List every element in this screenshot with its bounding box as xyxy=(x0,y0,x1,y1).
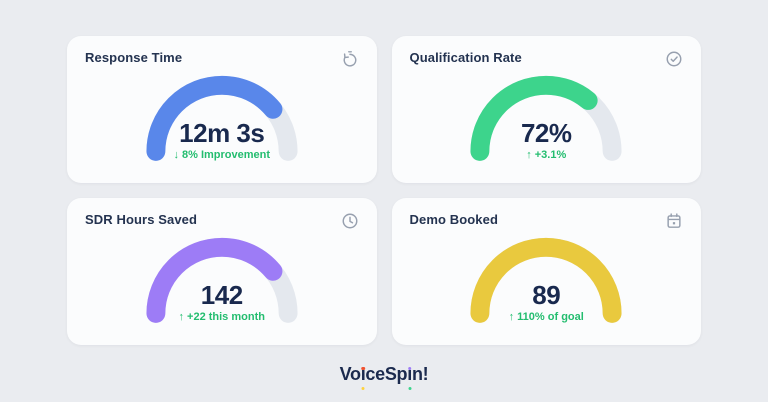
card-title: Demo Booked xyxy=(409,212,499,227)
card-demo-booked: Demo Booked 89 ↑ 110% of goal xyxy=(391,198,701,345)
clock-icon xyxy=(341,212,359,230)
card-header: SDR Hours Saved xyxy=(85,212,359,230)
card-title: Response Time xyxy=(85,50,183,65)
card-qualification-rate: Qualification Rate 72% ↑ +3.1% xyxy=(391,36,701,183)
logo-i-first: ı xyxy=(360,364,366,390)
gauge-sdr-hours-saved: 142 ↑ +22 this month xyxy=(137,230,307,325)
card-sdr-hours-saved: SDR Hours Saved 142 ↑ +22 this month xyxy=(67,198,377,345)
logo-text-part: n! xyxy=(411,364,429,384)
gauge-demo-booked: 89 ↑ 110% of goal xyxy=(461,230,631,325)
voicespin-logo: Vo ı ceSp ı n! xyxy=(339,364,429,390)
logo-i-glyph: ı xyxy=(407,364,412,384)
logo-text-part: Vo xyxy=(339,364,361,384)
logo-dot-orange xyxy=(361,366,365,371)
card-header: Qualification Rate xyxy=(410,50,684,68)
card-header: Demo Booked xyxy=(410,212,684,230)
gauge-qualification-rate: 72% ↑ +3.1% xyxy=(461,68,631,163)
gauge-response-time: 12m 3s ↓ 8% Improvement xyxy=(137,68,307,163)
kpi-card-grid: Response Time 12m 3s ↓ 8% Improvement xyxy=(67,36,701,345)
logo-dot-yellow xyxy=(361,386,365,390)
footer: Vo ı ceSp ı n! xyxy=(0,364,768,390)
check-circle-icon xyxy=(665,50,683,68)
card-header: Response Time xyxy=(85,50,359,68)
logo-dot-violet xyxy=(407,366,412,371)
calendar-icon xyxy=(665,212,683,230)
card-title: Qualification Rate xyxy=(409,50,522,65)
card-response-time: Response Time 12m 3s ↓ 8% Improvement xyxy=(67,36,377,183)
logo-dot-green xyxy=(408,386,412,390)
logo-text-part: ceSp xyxy=(365,364,408,384)
logo-i-glyph: ı xyxy=(360,364,366,384)
timer-history-icon xyxy=(341,50,359,68)
card-title: SDR Hours Saved xyxy=(85,212,198,227)
logo-i-second: ı xyxy=(407,364,412,390)
